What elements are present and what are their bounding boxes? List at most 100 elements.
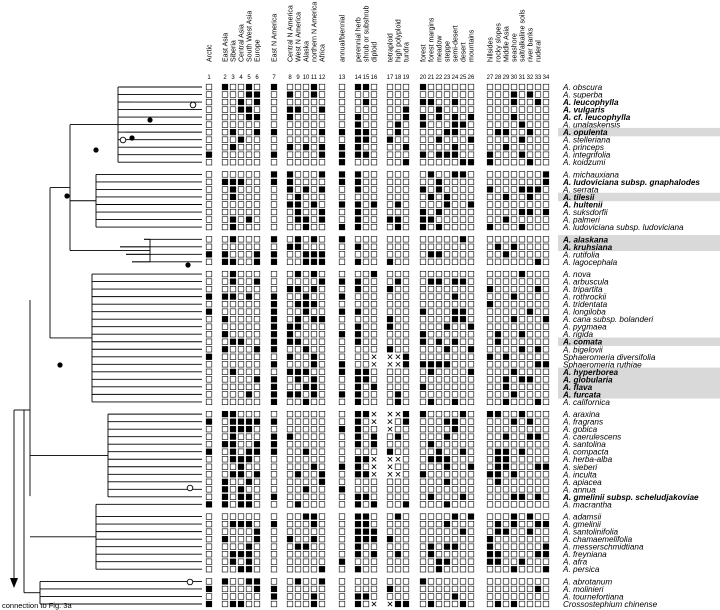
matrix-cell-empty xyxy=(229,398,237,406)
matrix-cell-empty xyxy=(459,463,467,470)
matrix-cell-filled xyxy=(502,144,510,151)
matrix-cell-filled xyxy=(362,528,370,535)
matrix-cell-empty xyxy=(245,536,253,543)
matrix-cell-empty xyxy=(427,129,435,136)
matrix-cell-empty xyxy=(494,368,502,375)
matrix-cell-filled xyxy=(354,144,362,151)
matrix-cell-empty xyxy=(386,186,394,193)
matrix-cell-empty xyxy=(253,186,261,193)
matrix-cell-filled xyxy=(270,323,278,330)
matrix-cell-empty xyxy=(245,411,253,418)
matrix-cell-empty xyxy=(518,236,526,243)
column-header: ruderal xyxy=(536,40,543,62)
matrix-cell-empty xyxy=(419,600,427,608)
matrix-cell-empty xyxy=(486,278,494,285)
matrix-cell-empty xyxy=(510,223,518,231)
matrix-cell-filled xyxy=(486,159,494,166)
matrix-cell-empty xyxy=(286,593,294,600)
matrix-cell-empty xyxy=(402,536,410,543)
matrix-cell-empty xyxy=(205,331,213,338)
matrix-cell-empty xyxy=(518,316,526,323)
matrix-cell-empty xyxy=(237,216,245,223)
matrix-cell-empty xyxy=(310,346,318,353)
matrix-cell-empty xyxy=(459,136,467,143)
matrix-cell-filled xyxy=(245,578,253,585)
matrix-cell-empty xyxy=(443,551,451,558)
matrix-cell-unknown xyxy=(371,361,377,367)
matrix-cell-empty xyxy=(270,98,278,106)
matrix-cell-empty xyxy=(237,558,245,565)
matrix-cell-empty xyxy=(253,520,261,528)
matrix-cell-empty xyxy=(221,418,229,425)
matrix-cell-empty xyxy=(419,441,427,448)
node-marker xyxy=(64,193,70,199)
matrix-cell-empty xyxy=(237,353,245,360)
taxon-label: A. palmeri xyxy=(562,216,600,225)
matrix-cell-empty xyxy=(542,433,550,440)
matrix-cell-empty xyxy=(294,251,302,258)
matrix-cell-empty xyxy=(542,593,550,600)
matrix-cell-empty xyxy=(526,171,534,178)
matrix-cell-empty xyxy=(494,270,502,278)
matrix-cell-empty xyxy=(542,278,550,285)
matrix-cell-empty xyxy=(302,585,310,593)
matrix-cell-empty xyxy=(318,193,326,201)
matrix-cell-filled xyxy=(229,551,237,558)
matrix-cell-empty xyxy=(370,323,378,330)
matrix-cell-empty xyxy=(459,338,467,345)
matrix-cell-empty xyxy=(402,346,410,353)
matrix-cell-filled xyxy=(310,376,318,383)
matrix-cell-filled xyxy=(354,543,362,550)
matrix-cell-empty xyxy=(435,243,443,250)
matrix-cell-empty xyxy=(370,593,378,600)
matrix-cell-empty xyxy=(338,566,346,573)
matrix-cell-empty xyxy=(270,551,278,558)
matrix-cell-filled xyxy=(486,471,494,478)
matrix-cell-empty xyxy=(526,338,534,345)
matrix-cell-empty xyxy=(518,585,526,593)
matrix-cell-empty xyxy=(394,113,402,121)
matrix-cell-empty xyxy=(542,91,550,98)
matrix-cell-filled xyxy=(526,129,534,136)
connection-indicator: connection to Fig. 3a xyxy=(2,410,72,610)
matrix-cell-empty xyxy=(205,441,213,448)
matrix-cell-empty xyxy=(237,113,245,121)
matrix-cell-empty xyxy=(435,270,443,278)
matrix-cell-filled xyxy=(253,129,261,136)
matrix-cell-filled xyxy=(237,456,245,463)
matrix-cell-filled xyxy=(494,338,502,345)
taxon-label: A. chamaemelifolia xyxy=(562,535,633,544)
matrix-cell-empty xyxy=(286,121,294,128)
column-header: Siberia xyxy=(231,40,238,62)
matrix-cell-empty xyxy=(534,353,542,360)
matrix-cell-empty xyxy=(310,113,318,121)
matrix-cell-empty xyxy=(338,353,346,360)
matrix-cell-empty xyxy=(534,478,542,485)
matrix-cell-empty xyxy=(494,151,502,158)
matrix-cell-empty xyxy=(459,536,467,543)
matrix-cell-filled xyxy=(229,338,237,345)
matrix-cell-empty xyxy=(518,471,526,478)
matrix-cell-empty xyxy=(467,316,475,323)
matrix-cell-empty xyxy=(318,585,326,593)
matrix-cell-empty xyxy=(534,528,542,535)
matrix-cell-filled xyxy=(486,353,494,360)
matrix-cell-filled xyxy=(435,456,443,463)
matrix-cell-empty xyxy=(302,493,310,500)
matrix-cell-filled xyxy=(237,98,245,106)
matrix-cell-filled xyxy=(286,391,294,398)
matrix-cell-empty xyxy=(318,501,326,508)
matrix-cell-empty xyxy=(526,353,534,360)
taxon-label: A. molinieri xyxy=(562,585,604,594)
matrix-cell-empty xyxy=(338,478,346,485)
matrix-cell-empty xyxy=(270,223,278,231)
column-header: Central N America xyxy=(288,5,295,62)
matrix-cell-empty xyxy=(526,361,534,368)
matrix-cell-empty xyxy=(394,536,402,543)
matrix-cell-empty xyxy=(526,83,534,91)
matrix-cell-filled xyxy=(354,258,362,265)
matrix-cell-filled xyxy=(294,471,302,478)
matrix-cell-filled xyxy=(427,216,435,223)
taxon-label: A. kruhsiana xyxy=(562,243,613,252)
matrix-cell-empty xyxy=(467,193,475,201)
